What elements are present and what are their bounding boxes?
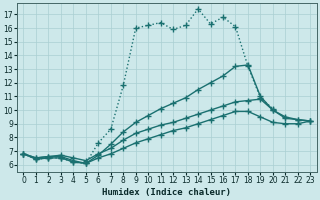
X-axis label: Humidex (Indice chaleur): Humidex (Indice chaleur) [102,188,231,197]
